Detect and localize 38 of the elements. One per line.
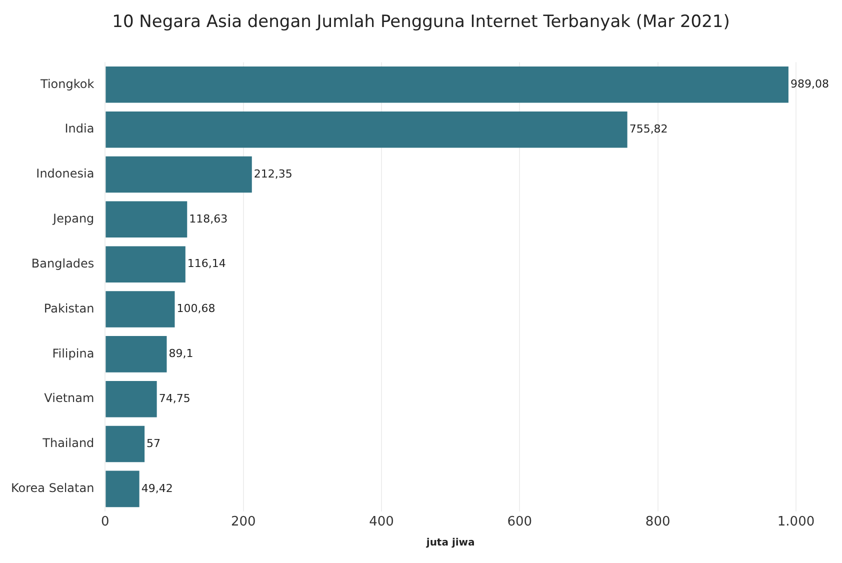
bar xyxy=(106,426,145,462)
data-label: 49,42 xyxy=(141,482,173,495)
chart-title: 10 Negara Asia dengan Jumlah Pengguna Internet Terbanyak (Mar 2021) xyxy=(111,12,731,34)
data-label: 57 xyxy=(146,436,161,450)
y-tick-label: Korea Selatan xyxy=(11,481,94,496)
bar xyxy=(106,470,140,508)
y-tick-label: Pakistan xyxy=(44,301,94,316)
bar xyxy=(106,111,628,148)
data-label: 118,63 xyxy=(189,212,228,226)
x-axis-title: juta jiwa xyxy=(425,538,475,549)
x-tick-label: 1.000 xyxy=(777,514,815,530)
y-tick-label: India xyxy=(64,122,94,136)
y-tick-label: Vietnam xyxy=(44,391,94,406)
bar xyxy=(106,291,175,328)
bar xyxy=(106,66,788,103)
x-tick-label: 200 xyxy=(230,514,256,530)
x-tick-label: 0 xyxy=(101,514,110,530)
data-label: 74,75 xyxy=(158,392,190,405)
bar xyxy=(106,201,188,238)
x-tick-label: 600 xyxy=(507,514,532,530)
y-tick-label: Indonesia xyxy=(36,166,94,181)
y-tick-label: Banglades xyxy=(31,256,94,270)
bar xyxy=(106,380,157,418)
y-tick-label: Thailand xyxy=(42,436,94,450)
x-tick-label: 400 xyxy=(369,514,394,530)
data-label: 755,82 xyxy=(629,122,668,136)
data-label: 989,08 xyxy=(790,78,829,91)
bar xyxy=(106,246,186,282)
y-tick-label: Tiongkok xyxy=(40,76,94,91)
bar xyxy=(106,336,167,372)
x-tick-label: 800 xyxy=(645,514,670,530)
data-label: 100,68 xyxy=(176,302,216,316)
data-label: 212,35 xyxy=(254,167,292,180)
data-label: 89,1 xyxy=(168,347,194,360)
y-tick-label: Jepang xyxy=(52,212,94,226)
data-label: 116,14 xyxy=(187,257,226,270)
y-tick-label: Filipina xyxy=(52,346,94,360)
bar xyxy=(106,156,252,193)
